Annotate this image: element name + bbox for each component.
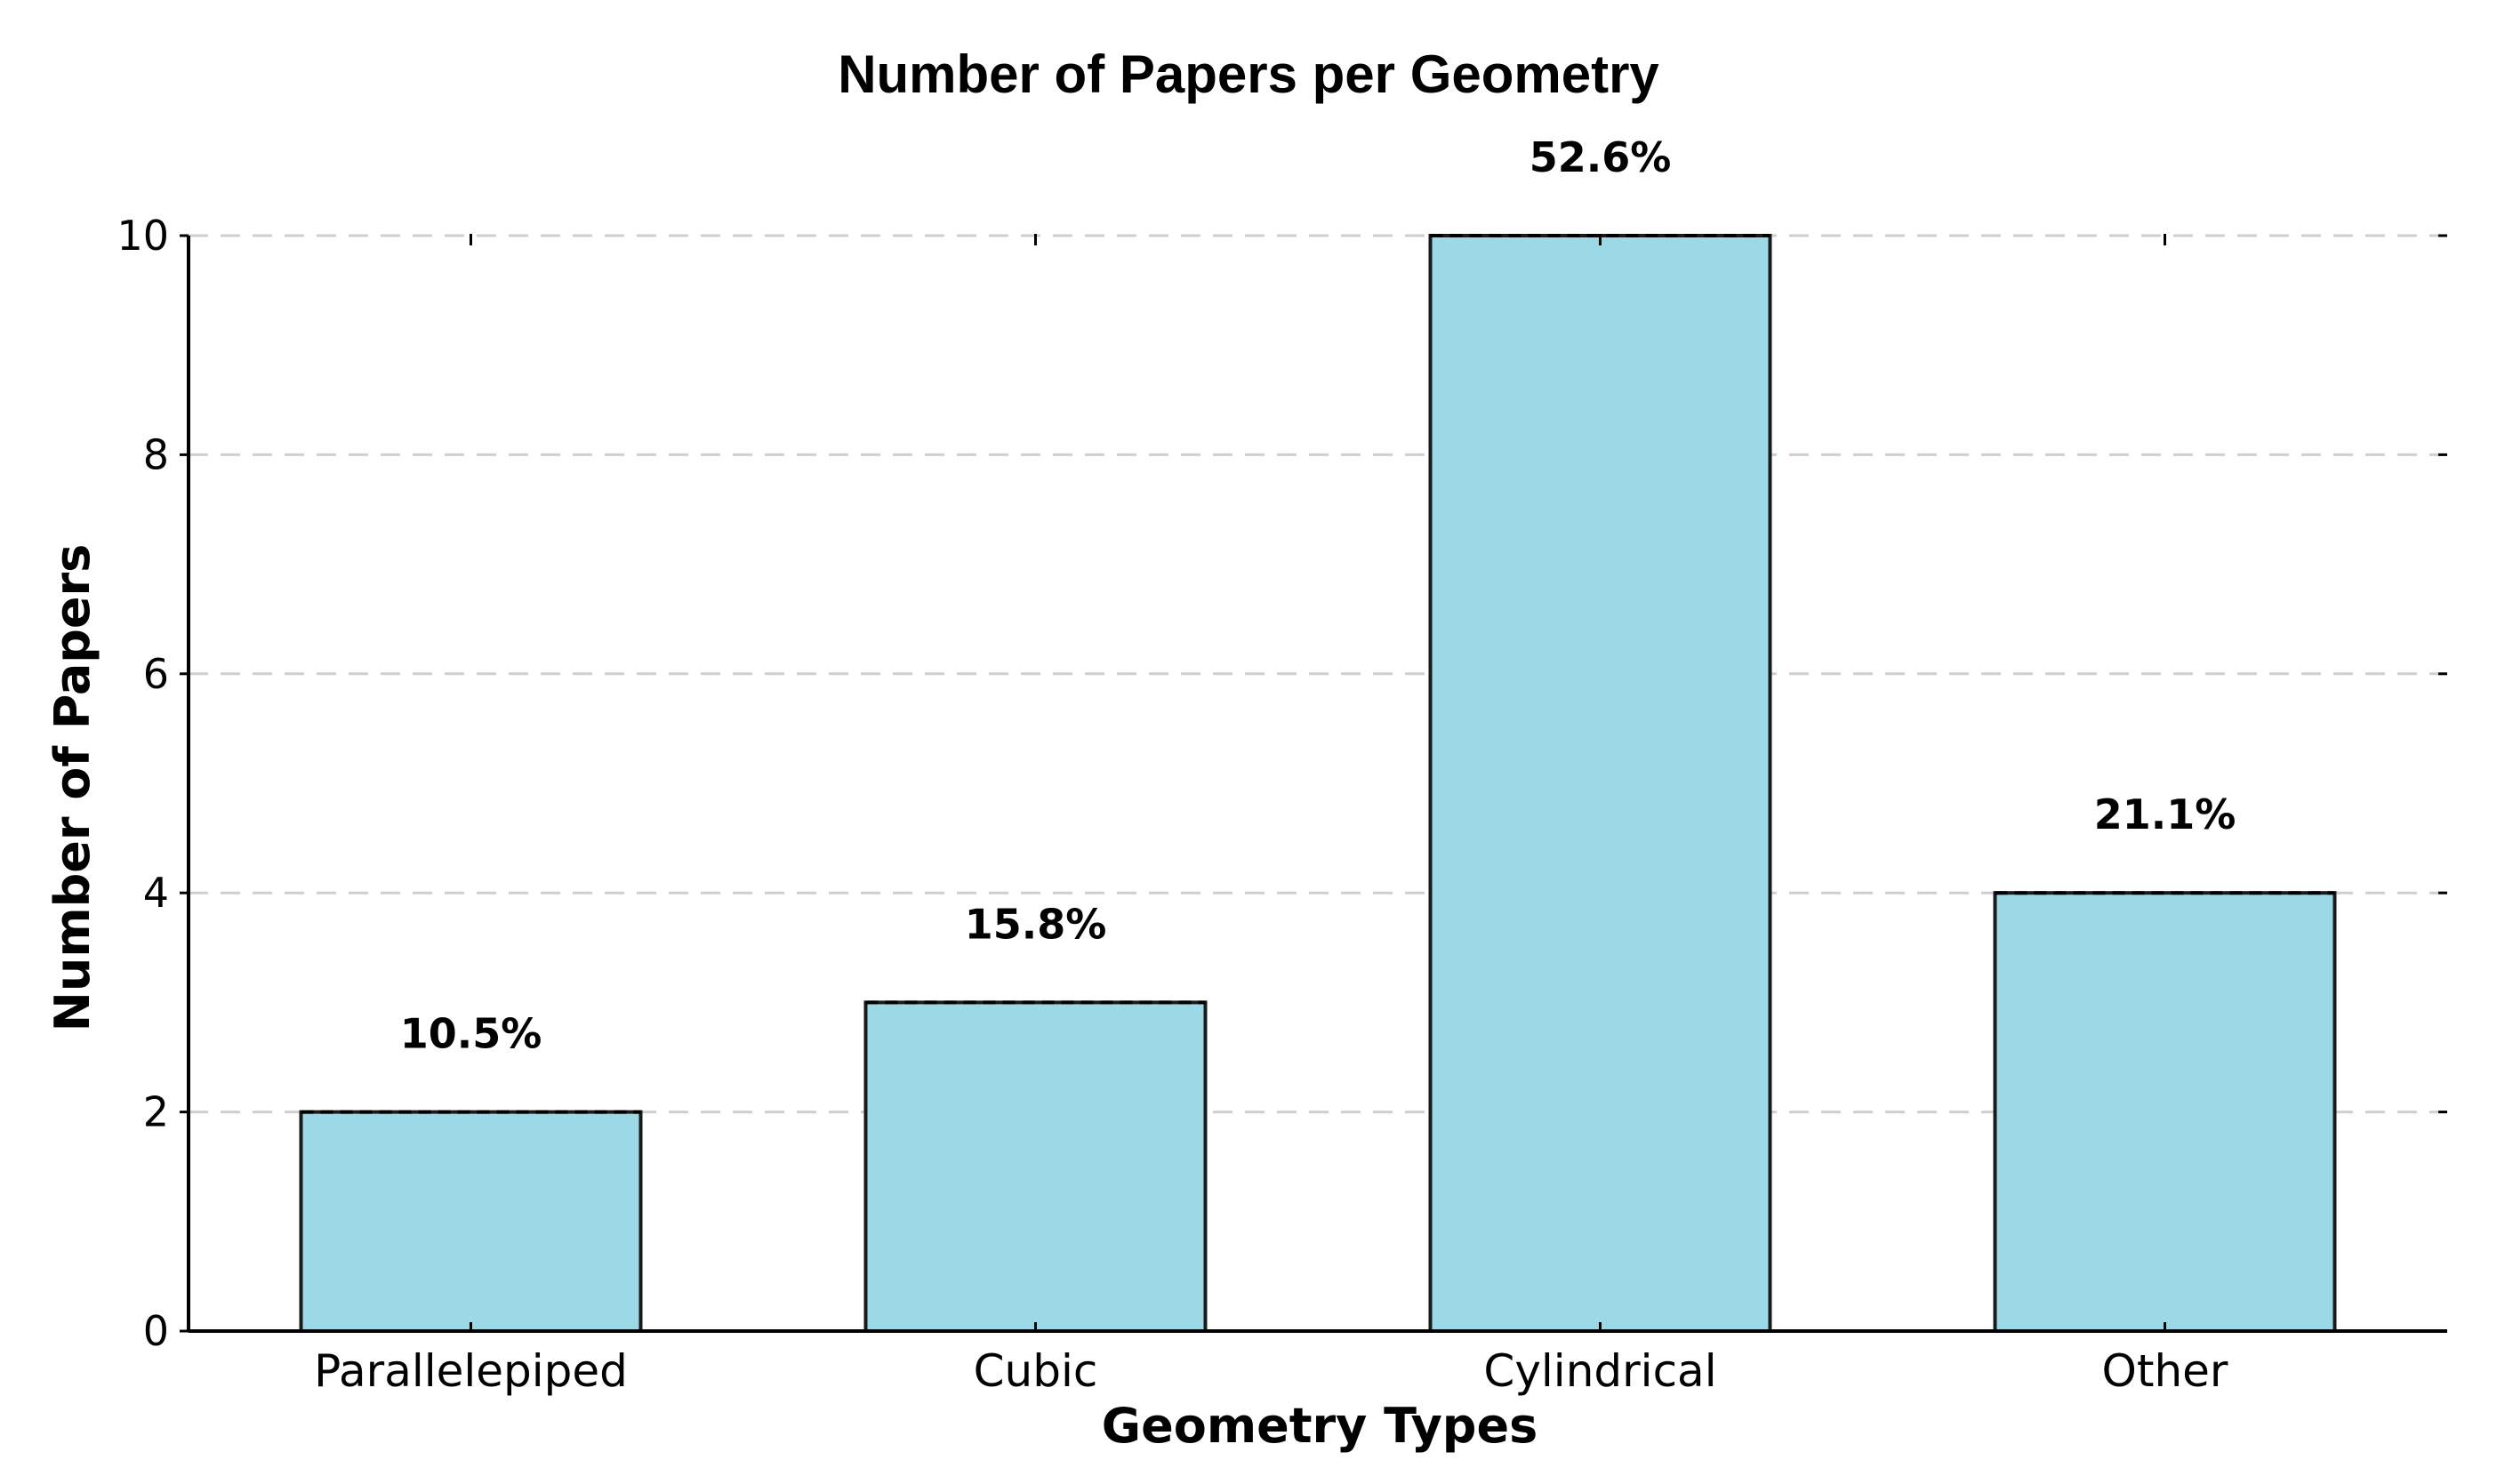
y-tick-label: 10 <box>116 212 169 260</box>
data-label: 15.8% <box>965 900 1107 948</box>
data-label: 10.5% <box>400 1010 542 1058</box>
y-tick-label: 2 <box>143 1088 169 1136</box>
x-tick-label: Parallelepiped <box>314 1345 628 1397</box>
bar <box>1993 891 2337 1333</box>
x-tick-label: Cylindrical <box>1483 1345 1716 1397</box>
y-tick-label: 8 <box>143 430 169 478</box>
chart-title: Number of Papers per Geometry <box>838 44 1659 104</box>
data-label: 52.6% <box>1530 133 1672 181</box>
x-tick-label: Other <box>2102 1345 2228 1397</box>
bar <box>1428 234 1772 1333</box>
data-labels: 10.5% 15.8% 52.6% 21.1% <box>400 133 2236 1058</box>
x-tick-labels: Parallelepiped Cubic Cylindrical Other <box>314 1345 2228 1397</box>
y-tick-label: 0 <box>143 1307 169 1355</box>
y-tick-label: 4 <box>143 869 169 917</box>
bars <box>299 234 2337 1334</box>
y-tick-label: 6 <box>143 650 169 698</box>
bar <box>299 1110 643 1333</box>
axes <box>180 234 2447 1333</box>
x-axis-label: Geometry Types <box>1102 1398 1538 1454</box>
grid-lines <box>189 234 2447 1114</box>
x-tick-label: Cubic <box>974 1345 1098 1397</box>
bar <box>863 1000 1208 1334</box>
y-axis-label: Number of Papers <box>44 544 100 1032</box>
data-label: 21.1% <box>2094 790 2236 838</box>
y-tick-labels: 0 2 4 6 8 10 <box>116 212 169 1355</box>
